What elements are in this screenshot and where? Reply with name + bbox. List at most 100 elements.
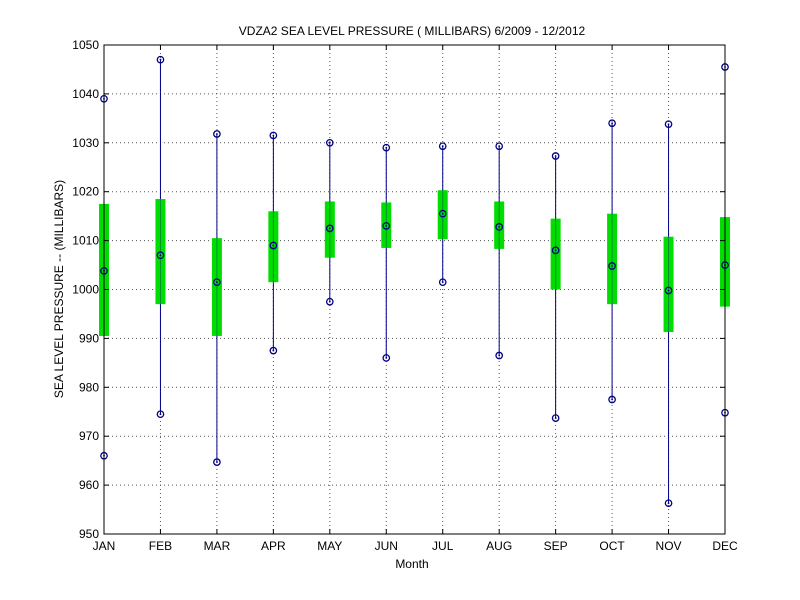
max-marker-ring: [213, 130, 221, 138]
y-axis-ticks: 950 960 970 980 990 1000 1010 1020 1030 1040 1050: [72, 38, 725, 541]
max-marker: [664, 120, 673, 129]
iqr-box: [211, 238, 222, 336]
min-marker-ring: [438, 278, 447, 287]
max-marker-dot: [611, 122, 613, 125]
plot-frame: [103, 44, 726, 535]
y-tick-label: 970: [79, 429, 99, 443]
x-tick-label: AUG: [486, 539, 512, 553]
y-tick-label: 1050: [72, 38, 99, 52]
min-marker-dot: [441, 281, 444, 284]
plot-data: [99, 55, 730, 508]
min-marker-dot: [272, 349, 275, 352]
max-marker-ring: [495, 142, 504, 151]
max-marker-dot: [328, 141, 331, 144]
min-marker-dot: [498, 354, 501, 357]
box-mar: [211, 133, 222, 463]
median-marker: [213, 278, 221, 287]
iqr-box: [494, 201, 505, 249]
median-marker: [551, 246, 560, 255]
median-marker: [382, 222, 391, 230]
median-marker-dot: [667, 289, 670, 292]
max-marker-ring: [608, 119, 616, 128]
min-marker: [382, 354, 391, 362]
x-tick-label: MAY: [317, 539, 342, 553]
min-marker-dot: [328, 300, 331, 303]
max-marker-dot: [667, 123, 670, 126]
min-marker-dot: [216, 461, 218, 464]
iqr-box: [268, 211, 279, 283]
max-marker-ring: [156, 55, 165, 64]
y-tick-label: 1020: [72, 185, 99, 199]
box-nov: [663, 124, 674, 504]
max-marker-ring: [269, 131, 278, 140]
median-marker-ring: [325, 224, 334, 233]
min-marker: [495, 351, 504, 360]
min-marker-dot: [159, 413, 162, 416]
min-marker-ring: [495, 351, 504, 360]
max-marker-dot: [216, 133, 218, 135]
min-marker: [156, 410, 165, 419]
median-marker: [438, 209, 447, 218]
median-marker: [608, 262, 616, 270]
max-marker-ring: [325, 138, 334, 147]
max-marker-ring: [438, 142, 447, 151]
median-marker-dot: [385, 225, 388, 227]
box-oct: [607, 123, 618, 400]
median-marker: [664, 286, 673, 295]
median-marker-ring: [438, 209, 447, 218]
chart-title: VDZA2 SEA LEVEL PRESSURE ( MILLIBARS) 6/…: [239, 24, 586, 38]
median-marker: [156, 251, 165, 260]
median-marker-ring: [269, 241, 278, 250]
min-marker-ring: [608, 395, 616, 404]
median-marker-dot: [441, 212, 444, 215]
iqr-box: [607, 213, 618, 305]
x-tick-label: NOV: [656, 539, 682, 553]
max-marker: [156, 55, 165, 64]
max-marker-ring: [664, 120, 673, 129]
max-marker-dot: [441, 145, 444, 148]
y-tick-label: 950: [79, 527, 99, 541]
y-tick-label: 990: [79, 331, 99, 345]
box-may: [324, 142, 335, 302]
box-sep: [550, 156, 561, 419]
x-tick-label: JUN: [375, 539, 398, 553]
iqr-box: [324, 201, 335, 258]
box-jun: [381, 147, 392, 358]
box-aug: [494, 146, 505, 356]
median-marker-dot: [272, 244, 275, 247]
y-tick-label: 960: [79, 478, 99, 492]
max-marker-dot: [159, 58, 162, 61]
max-marker: [495, 142, 504, 151]
grid-lines: [104, 45, 725, 534]
median-marker-dot: [216, 281, 218, 284]
median-marker: [325, 224, 334, 233]
median-marker-dot: [611, 265, 613, 267]
min-marker: [325, 297, 334, 306]
min-marker: [438, 278, 447, 287]
median-marker-dot: [159, 254, 162, 257]
x-tick-label: JUL: [432, 539, 454, 553]
y-tick-label: 1000: [72, 283, 99, 297]
x-tick-label: OCT: [599, 539, 625, 553]
max-marker-ring: [551, 152, 560, 160]
max-marker: [551, 152, 560, 160]
min-marker-dot: [554, 417, 557, 420]
min-marker-dot: [611, 398, 613, 401]
iqr-box: [437, 190, 448, 240]
min-marker-dot: [385, 357, 388, 359]
y-axis-label: SEA LEVEL PRESSURE -- (MILLIBARS): [52, 180, 66, 398]
min-marker: [551, 414, 560, 422]
min-marker: [213, 458, 221, 466]
min-marker-ring: [325, 297, 334, 306]
max-marker-dot: [385, 146, 388, 149]
min-marker: [269, 346, 278, 355]
x-tick-label: SEP: [544, 539, 568, 553]
iqr-box: [663, 236, 674, 333]
min-marker-ring: [213, 458, 221, 466]
median-marker-ring: [551, 246, 560, 255]
y-tick-label: 1030: [72, 136, 99, 150]
x-axis-ticks: JAN FEB MAR APR MAY JUN JUL AUG SEP OCT NOV DEC: [93, 45, 738, 553]
min-marker-ring: [551, 414, 560, 422]
max-marker: [269, 131, 278, 140]
x-axis-label: Month: [395, 557, 428, 571]
